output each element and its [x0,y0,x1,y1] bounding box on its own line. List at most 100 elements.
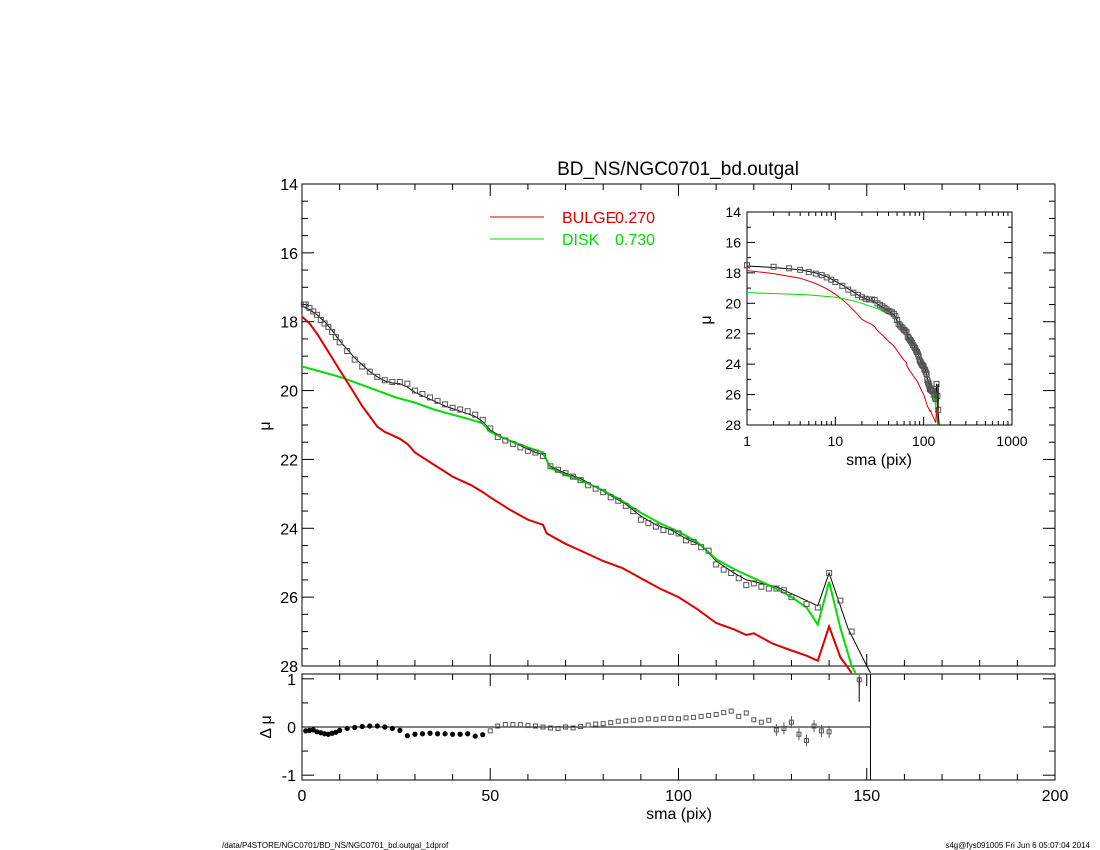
main-y-tick-label: 14 [280,177,298,194]
data-point [826,570,833,577]
inset-x-tick-label: 1000 [996,433,1027,449]
residual-point [638,717,644,723]
inset-data-point [929,387,936,394]
data-point [814,604,821,611]
residual-point [593,721,599,727]
residual-point [337,727,343,733]
data-point [427,394,434,401]
residual-point [495,723,501,729]
residual-point [389,725,395,732]
inset-data-point [913,347,920,354]
residual-point [382,724,388,730]
data-point [780,587,787,594]
data-point [645,520,652,527]
inset-y-tick-label: 26 [725,387,741,403]
inset-x-axis-title: sma (pix) [846,452,912,469]
data-point [317,316,324,323]
inset-y-tick-label: 18 [725,265,741,281]
data-point [555,466,562,473]
residual-point [766,717,772,723]
inset-data-point [934,393,941,400]
inset-panel: 14 16 18 20 22 24 26 28 1 10 100 1000 μ sma (pix) [698,204,1028,469]
data-point [705,547,712,554]
residual-point [773,727,779,733]
residual-point [404,733,411,739]
data-point [837,597,844,604]
residual-x-tick-label: 0 [298,788,307,805]
residual-point [457,731,463,737]
inset-y-tick-label: 28 [725,417,741,433]
data-point [381,377,388,384]
data-point [314,311,321,318]
data-point [464,408,471,415]
data-point [713,561,720,568]
residual-point [781,725,787,731]
data-point [735,575,742,582]
data-point [652,523,659,530]
inset-data-point [839,282,846,289]
data-point [366,368,373,375]
inset-y-axis: 14 16 18 20 22 24 26 28 [725,204,1012,433]
residual-point [600,721,606,727]
data-point [344,347,351,354]
residual-point [856,677,862,683]
main-x-ticks [301,184,1056,666]
data-point [539,452,546,459]
data-point [547,463,554,470]
residual-x-axis-title: sma (pix) [646,806,712,823]
data-point [329,329,336,336]
data-point [472,411,479,418]
data-point [637,516,644,523]
data-point [765,585,772,592]
data-point [660,527,667,534]
residual-point [412,731,418,737]
inset-y-tick-label: 20 [725,295,741,311]
legend-value-bulge: 0.270 [615,210,655,227]
footer-right: s4g@fys091005 Fri Jun 6 05:07:04 2014 [945,841,1090,850]
residual-y-tick-label: -1 [282,768,296,785]
residual-point [751,717,757,723]
inset-y-tick-label: 22 [725,326,741,342]
residual-x-tick-label: 100 [665,788,692,805]
data-point [750,580,757,587]
main-y-tick-label: 22 [280,452,298,469]
residual-point [706,712,712,718]
main-y-tick-label: 20 [280,384,298,401]
residual-point [804,737,810,743]
data-point [419,391,426,398]
data-point [592,485,599,492]
residual-point [419,731,426,737]
data-point [306,304,313,311]
residual-point [427,730,433,736]
data-point [509,440,516,447]
data-point [562,470,569,477]
inset-data-point [892,313,899,320]
residual-point [480,732,486,738]
residual-point [374,723,380,729]
residual-point [352,724,358,731]
data-point [585,482,592,489]
data-point [600,489,607,496]
legend-label-disk: DISK [562,232,600,249]
data-point [524,447,531,454]
residual-point [540,724,546,730]
chart-title: BD_NS/NGC0701_bd.outgal [557,159,799,180]
inset-data-point [885,307,892,314]
inset-data-point [744,262,750,269]
residual-point [510,722,516,728]
residual-point [630,717,636,723]
residual-y-tick-label: 0 [287,720,296,737]
data-point [848,628,855,635]
data-point [690,539,697,546]
inset-data-point [865,296,872,303]
data-point [773,585,780,592]
residual-y-tick-label: 1 [287,672,296,689]
residual-point [615,718,621,724]
data-point [442,401,449,408]
inset-data-point [812,270,819,277]
residual-content [302,673,872,780]
residual-point [623,718,629,724]
legend-value-disk: 0.730 [615,232,655,249]
inset-data-point [797,266,804,273]
inset-content [744,262,942,425]
